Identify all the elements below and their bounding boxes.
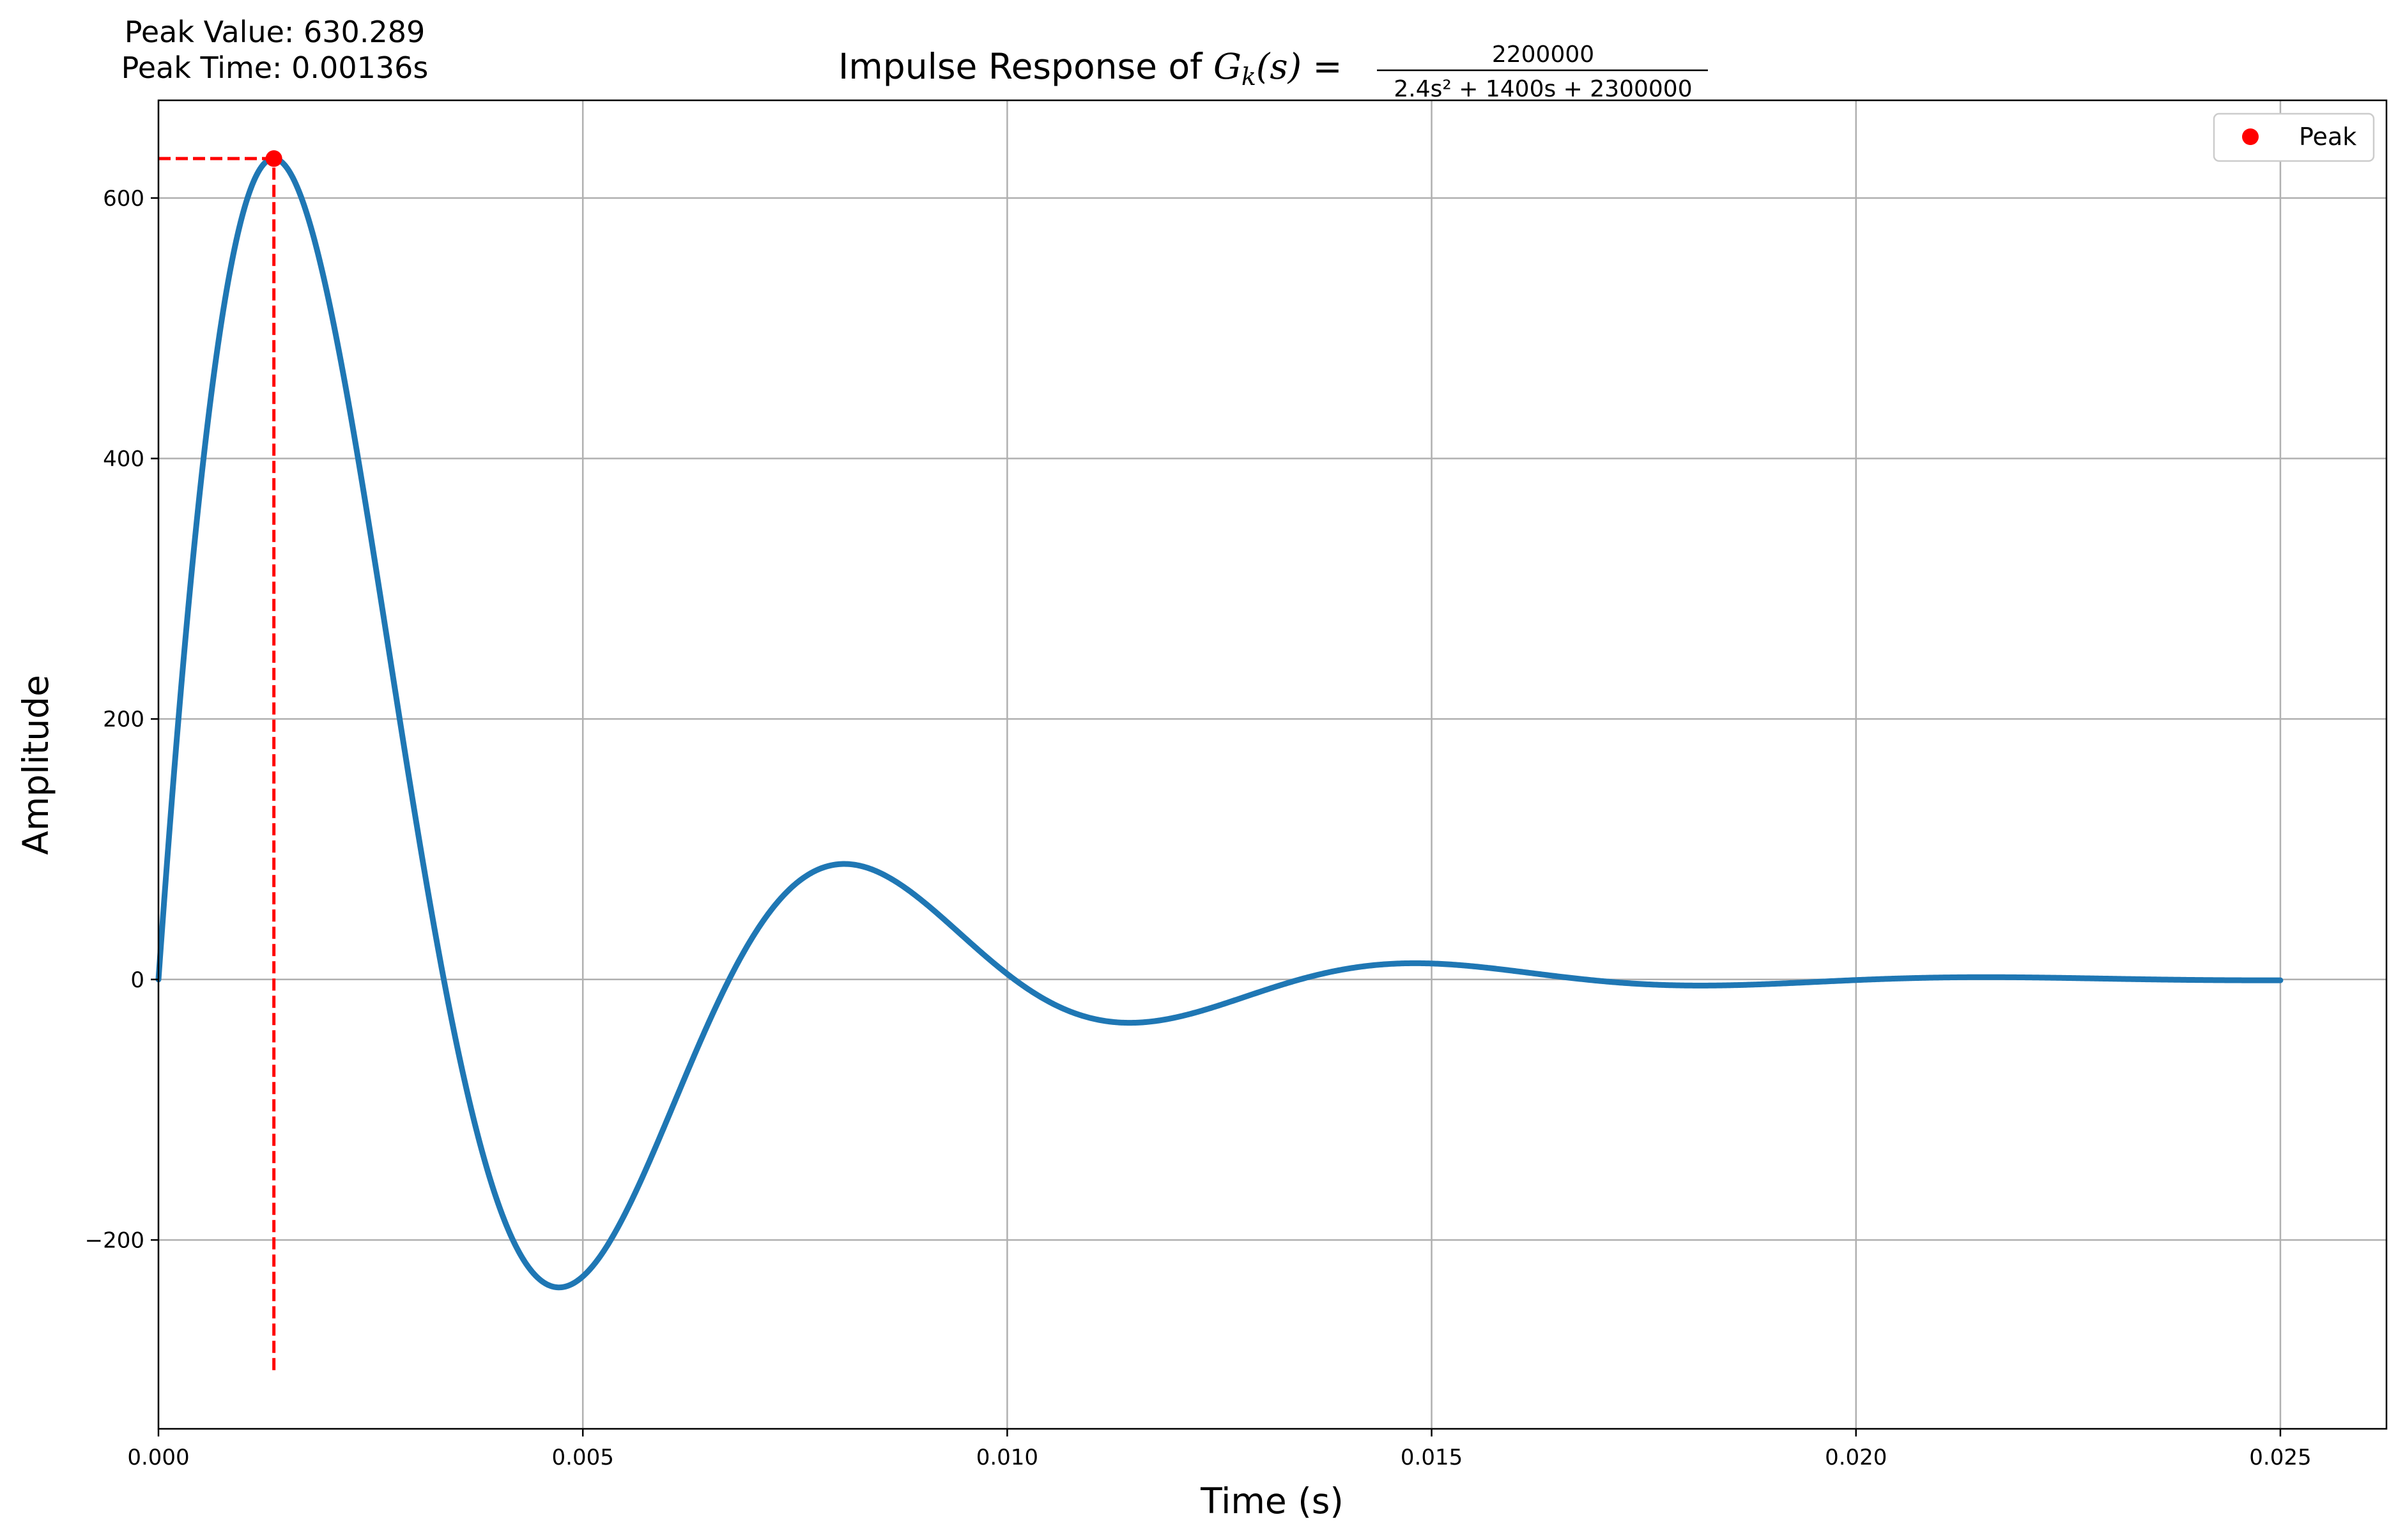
- peak-layer: [158, 150, 282, 1371]
- grid: [157, 100, 2386, 1429]
- y-tick-label: 600: [103, 186, 144, 212]
- peak-value-annotation: Peak Value: 630.289: [125, 15, 426, 49]
- chart-title-prefix: Impulse Response of: [838, 46, 1213, 87]
- y-tick-label: 0: [130, 967, 144, 993]
- peak-marker: [265, 150, 282, 167]
- legend-peak-marker: [2242, 128, 2259, 145]
- impulse-response-line: [155, 155, 2284, 1291]
- x-tick-label: 0.010: [976, 1445, 1038, 1470]
- tick-layer: 0.000 0.005 0.010 0.015 0.020 0.025 −200 0 200 40…: [85, 186, 2312, 1470]
- y-tick-label: 200: [103, 707, 144, 732]
- x-axis-label: Time (s): [1200, 1481, 1344, 1521]
- chart-title-subscript: k: [1241, 63, 1256, 91]
- chart-title: Impulse Response of Gk(s) =: [838, 46, 1342, 91]
- series-layer: [155, 155, 2284, 1291]
- title-denominator: 2.4s² + 1400s + 2300000: [1394, 76, 1692, 102]
- title-numerator: 2200000: [1492, 42, 1594, 68]
- x-tick-label: 0.000: [127, 1445, 189, 1470]
- x-tick-label: 0.005: [552, 1445, 614, 1470]
- plot-frame: [157, 99, 2388, 1430]
- peak-time-annotation: Peak Time: 0.00136s: [121, 50, 429, 85]
- chart-title-equals: =: [1302, 46, 1342, 87]
- y-tick-label: −200: [85, 1228, 144, 1253]
- x-tick-label: 0.015: [1401, 1445, 1463, 1470]
- x-tick-label: 0.025: [2249, 1445, 2311, 1470]
- x-tick-label: 0.020: [1825, 1445, 1887, 1470]
- chart-title-symbol: G: [1213, 46, 1241, 87]
- chart-title-arg: (s): [1256, 46, 1302, 87]
- y-axis-label: Amplitude: [15, 675, 56, 855]
- legend: Peak: [2213, 112, 2375, 162]
- y-tick-label: 400: [103, 447, 144, 472]
- legend-peak-label: Peak: [2299, 123, 2356, 151]
- legend-box: [2213, 112, 2375, 162]
